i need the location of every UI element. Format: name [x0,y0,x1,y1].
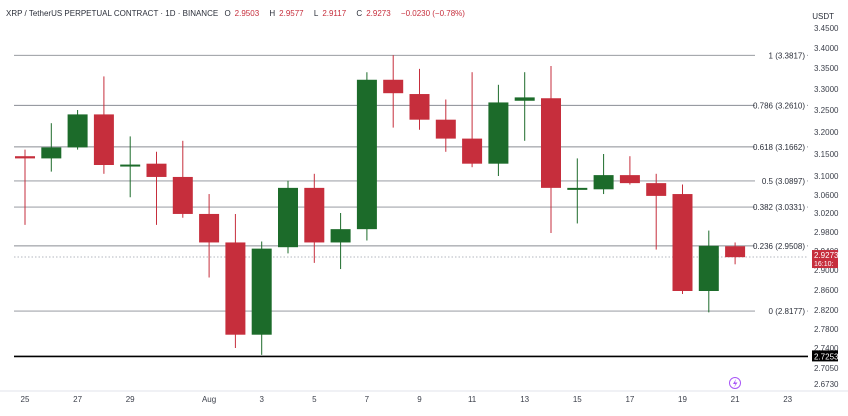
y-tick-label: 2.8200 [814,306,839,315]
candle-body [15,156,35,159]
y-tick-label: 3.0600 [814,191,839,200]
y-tick-label: 2.7050 [814,364,839,373]
x-tick-label: 23 [783,395,792,404]
candle-body [383,79,404,94]
candle-body [199,213,220,243]
candle-body [330,229,351,243]
fib-label-bg [755,239,807,251]
candle-body [172,176,193,214]
candle-body [251,248,272,335]
x-tick-label: 27 [73,395,82,404]
candle-body [567,187,588,190]
support-price-tag [812,350,838,362]
x-tick-label: 13 [520,395,529,404]
ohlc-low: L 2.9117 [313,9,347,18]
x-tick-label: 5 [312,395,317,404]
lightning-icon [729,377,741,389]
y-tick-label: 2.8600 [814,286,839,295]
candle-body [120,164,141,167]
y-tick-label: 2.7800 [814,325,839,334]
candle-body [225,242,246,335]
candle-body [304,187,325,243]
x-tick-label: 9 [417,395,422,404]
ohlc-open: O 2.9503 [224,9,260,18]
x-tick-label: 29 [126,395,135,404]
ohlc-high: H 2.9577 [269,9,304,18]
candle-body [41,147,62,159]
currency-unit: USDT [812,12,834,21]
candle-body [488,102,509,164]
x-tick-label: 15 [573,395,582,404]
fib-level-label: 0.786 (3.2610) [753,101,805,110]
y-tick-label: 3.4500 [814,24,839,33]
y-tick-label: 3.3500 [814,64,839,73]
fib-label-bg [755,201,807,213]
y-tick-label: 2.9800 [814,228,839,237]
candle-body [514,97,535,101]
x-tick-label: 3 [259,395,264,404]
lightning-bolt-icon [733,379,738,388]
candle-body [646,183,667,196]
y-tick-label: 3.1000 [814,172,839,181]
y-tick-label: 3.4000 [814,44,839,53]
y-tick-label: 3.2500 [814,106,839,115]
candle-body [462,138,483,164]
x-tick-label: 19 [678,395,687,404]
y-tick-label: 3.1500 [814,150,839,159]
candle-body [593,175,614,190]
fib-level-label: 1 (3.3817) [769,51,806,60]
countdown-label: 16:10: [814,261,834,268]
fib-level-label: 0.236 (2.9508) [753,242,805,251]
x-tick-label: 11 [468,395,477,404]
x-tick-label: 17 [625,395,634,404]
fib-level-label: 0.5 (3.0897) [762,177,805,186]
x-tick-label: 7 [365,395,370,404]
candle-body [67,114,88,148]
fib-label-bg [755,174,807,186]
candle-body [278,187,298,248]
chart-header: XRP / TetherUS PERPETUAL CONTRACT · 1D ·… [6,9,469,18]
fib-level-label: 0 (2.8177) [769,307,806,316]
y-tick-label: 2.7400 [814,344,839,353]
fib-label-bg [755,99,807,111]
price-change: −0.0230 (−0.78%) [400,9,465,18]
fib-level-label: 0.618 (3.1662) [753,143,805,152]
candle-body [698,245,719,291]
last-price-tag [812,250,838,269]
candle-body [356,79,377,230]
candle-body [435,119,456,139]
candle-body [619,175,640,184]
candle-body [409,94,430,120]
fib-level-label: 0.382 (3.0331) [753,203,805,212]
fib-label-bg [755,305,807,317]
ohlc-close: C 2.9273 [356,9,391,18]
x-tick-label: 25 [21,395,30,404]
x-tick-label: Aug [202,395,216,404]
y-tick-label: 3.2000 [814,128,839,137]
candle-body [725,246,746,258]
fib-label-bg [755,140,807,152]
y-tick-label: 2.9000 [814,266,839,275]
support-price-label: 2.7253 [814,352,839,361]
candle-body [672,194,693,291]
y-tick-label: 2.6730 [814,380,839,389]
fib-label-bg [755,49,807,61]
symbol-title: XRP / TetherUS PERPETUAL CONTRACT · 1D ·… [6,9,219,18]
last-price-label: 2.9273 [814,251,839,260]
y-tick-label: 3.3000 [814,85,839,94]
candle-body [93,114,114,165]
x-tick-label: 21 [731,395,740,404]
candle-body [541,98,561,188]
y-tick-label: 3.0200 [814,209,839,218]
candle-body [146,163,167,177]
